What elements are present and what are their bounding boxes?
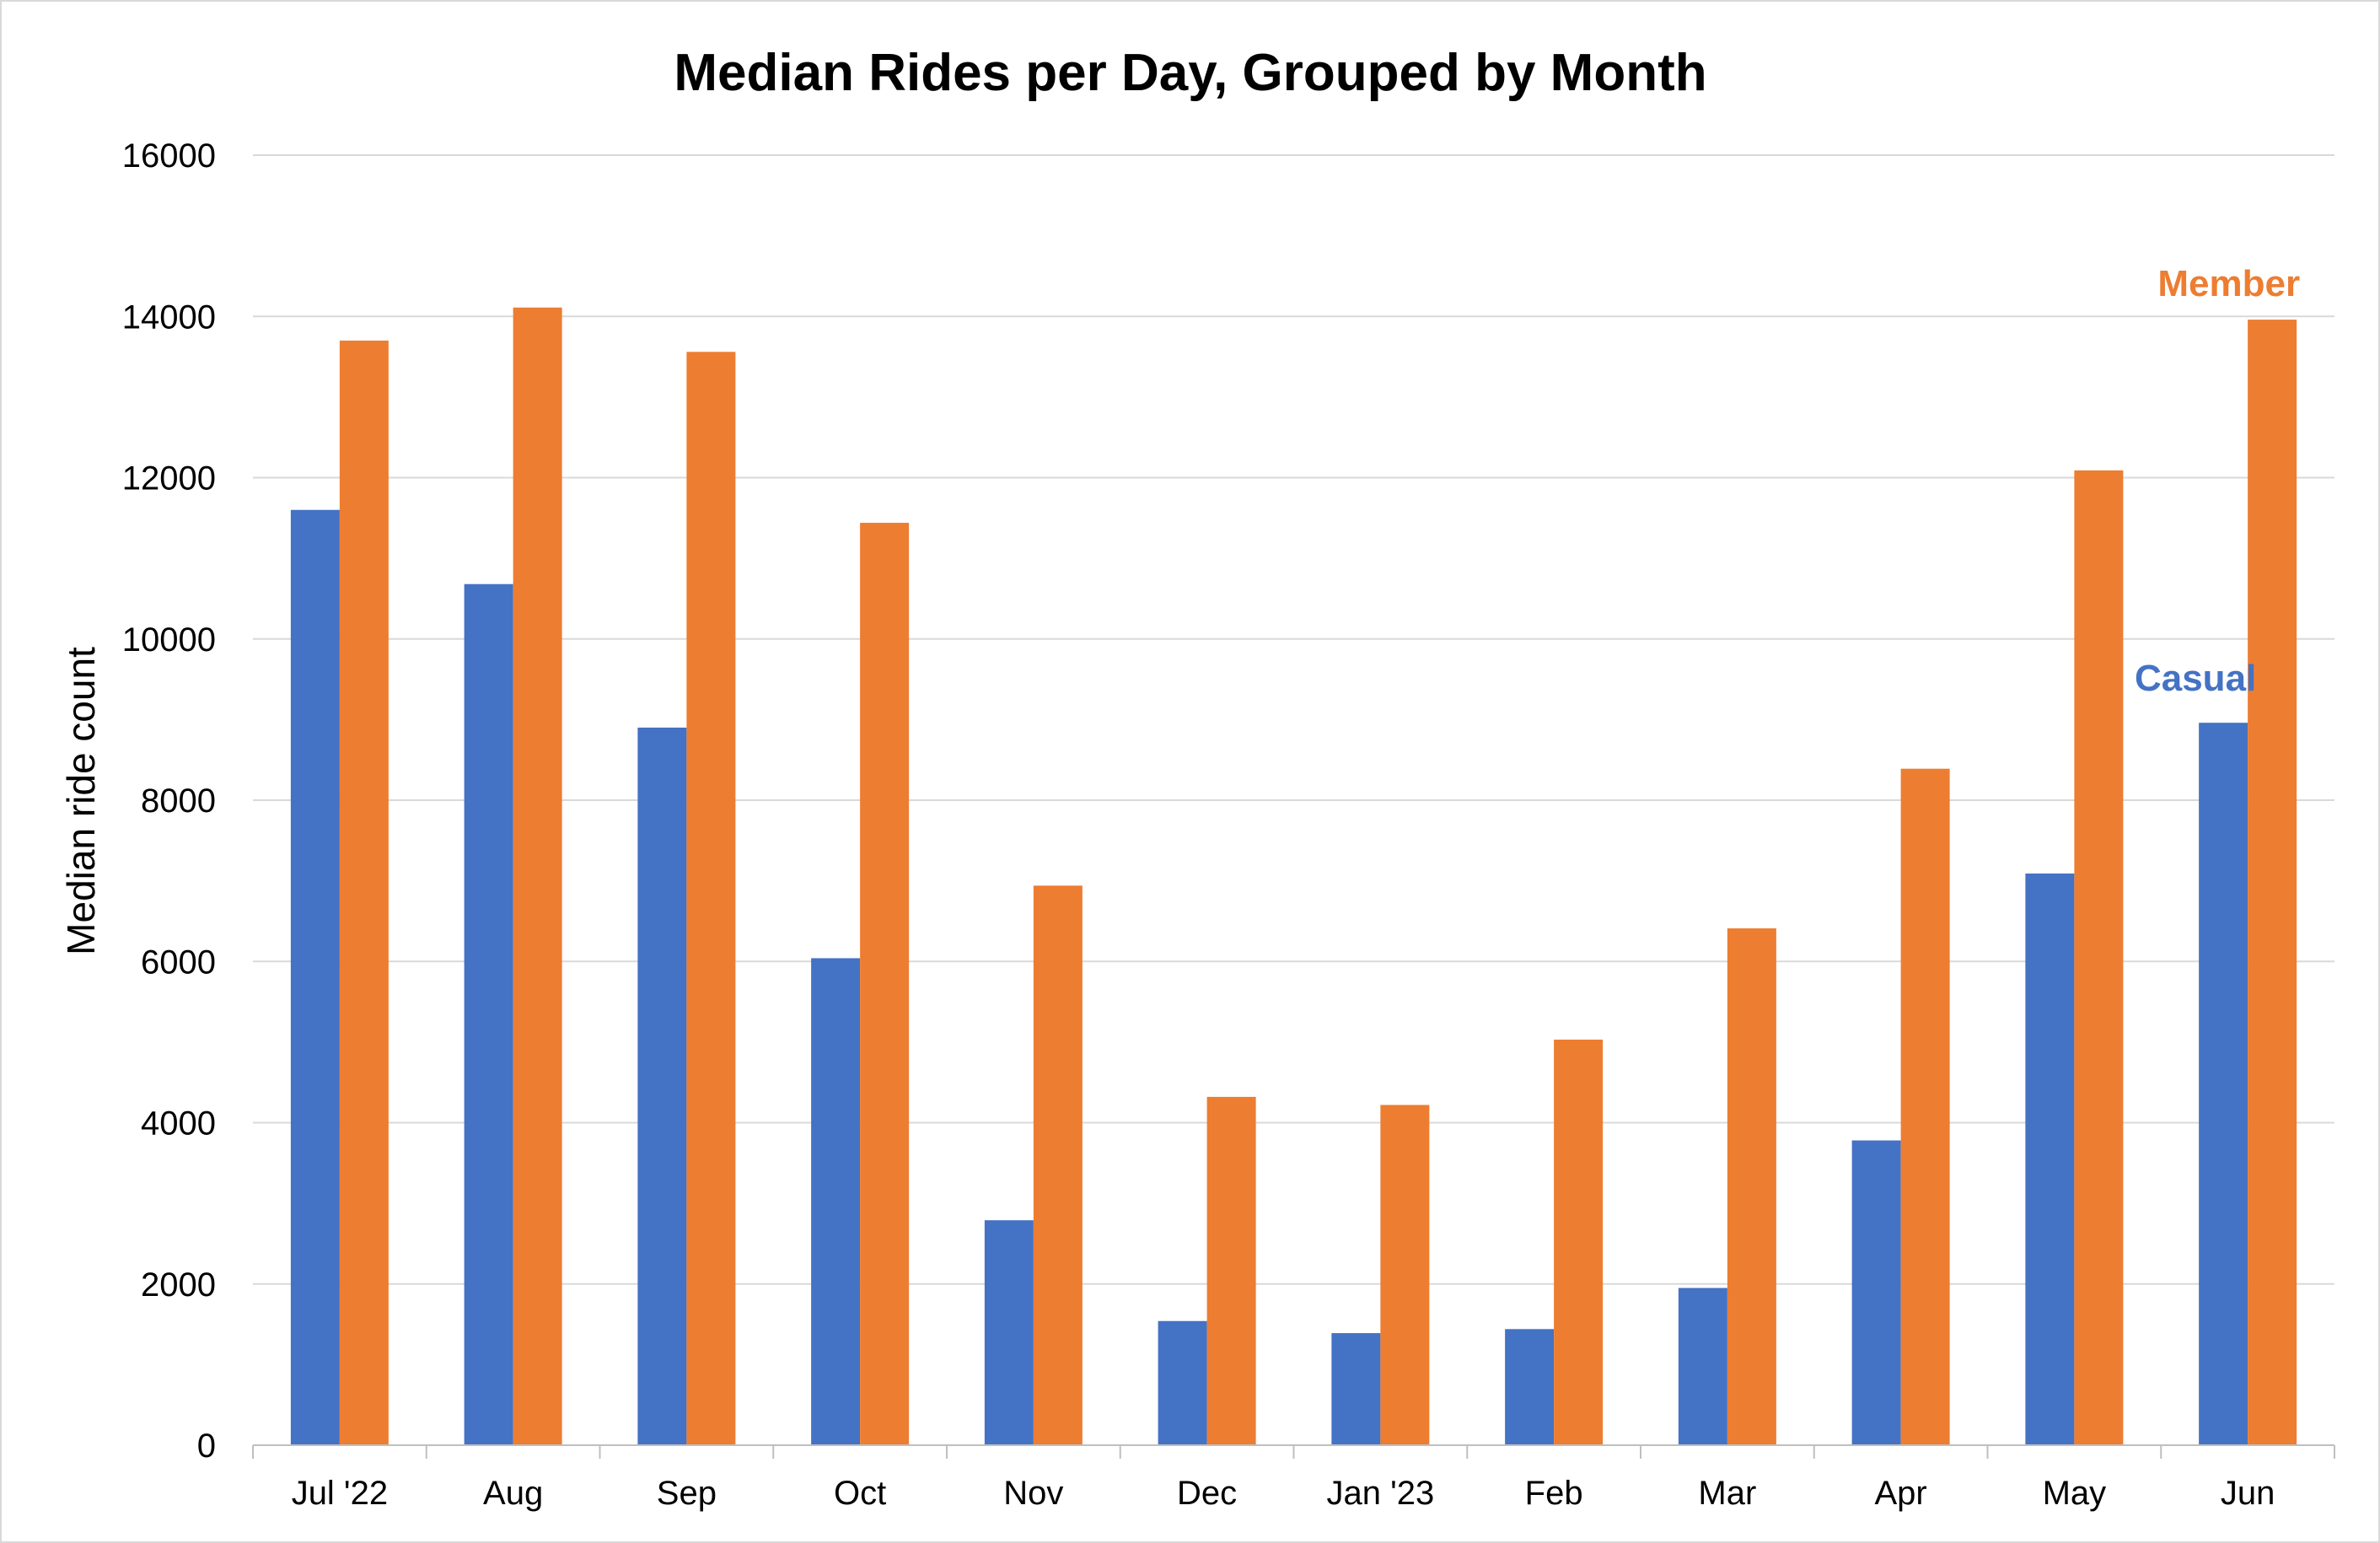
bar-member — [2248, 320, 2297, 1446]
bar-casual — [464, 583, 513, 1445]
bar-casual — [1331, 1333, 1381, 1445]
x-tick-label: Aug — [483, 1475, 543, 1512]
x-tick-label: Jul '22 — [292, 1475, 388, 1512]
x-tick-label: Oct — [834, 1475, 886, 1512]
y-axis-title: Median ride count — [59, 647, 103, 955]
y-tick-label: 8000 — [141, 782, 216, 820]
series-label-casual: Casual — [2135, 658, 2256, 699]
y-tick-label: 0 — [197, 1427, 216, 1465]
bar-member — [2074, 470, 2124, 1445]
x-tick-label: Mar — [1698, 1475, 1756, 1512]
bar-casual — [637, 727, 687, 1445]
bar-casual — [1505, 1329, 1555, 1445]
chart-title: Median Rides per Day, Grouped by Month — [674, 44, 1706, 102]
y-tick-label: 16000 — [122, 137, 216, 175]
y-tick-label: 6000 — [141, 944, 216, 981]
bar-casual — [2025, 874, 2075, 1445]
x-tick-label: Apr — [1875, 1475, 1927, 1512]
bar-casual — [984, 1220, 1034, 1445]
x-tick-label: Jan '23 — [1327, 1475, 1435, 1512]
gridlines — [253, 154, 2334, 1285]
bar-member — [1727, 928, 1776, 1445]
x-tick-label: May — [2043, 1475, 2107, 1512]
bar-member — [1206, 1096, 1256, 1445]
bar-casual — [1158, 1320, 1207, 1445]
y-tick-labels: 0 2000 4000 6000 8000 10000 12000 14000 16000 — [122, 137, 216, 1465]
bar-member — [860, 523, 910, 1445]
bar-member — [339, 340, 389, 1445]
x-tick-label: Sep — [657, 1475, 717, 1512]
bar-casual — [290, 509, 340, 1445]
bar-casual — [811, 958, 861, 1445]
y-tick-label: 12000 — [122, 460, 216, 497]
y-tick-label: 2000 — [141, 1266, 216, 1304]
bar-member — [1900, 768, 1950, 1445]
axes — [252, 1444, 2335, 1459]
y-tick-label: 4000 — [141, 1105, 216, 1142]
bar-member — [686, 352, 736, 1446]
bar-member — [1554, 1040, 1604, 1445]
series-annotations: Member Casual — [2135, 263, 2300, 699]
bars — [290, 307, 2297, 1446]
series-label-member: Member — [2157, 263, 2300, 304]
bar-member — [513, 307, 562, 1446]
bar-member — [1033, 885, 1083, 1445]
y-tick-label: 14000 — [122, 298, 216, 336]
bar-casual — [1851, 1140, 1901, 1445]
x-tick-label: Dec — [1177, 1475, 1237, 1512]
x-tick-labels: Jul '22 Aug Sep Oct Nov Dec Jan '23 Feb Mar Apr Ma… — [292, 1475, 2275, 1512]
x-tick-label: Feb — [1525, 1475, 1583, 1512]
bar-casual — [2199, 723, 2248, 1445]
x-tick-label: Nov — [1003, 1475, 1063, 1512]
bar-casual — [1678, 1288, 1727, 1445]
x-tick-label: Jun — [2221, 1475, 2275, 1512]
y-tick-label: 10000 — [122, 621, 216, 659]
bar-member — [1380, 1105, 1430, 1445]
